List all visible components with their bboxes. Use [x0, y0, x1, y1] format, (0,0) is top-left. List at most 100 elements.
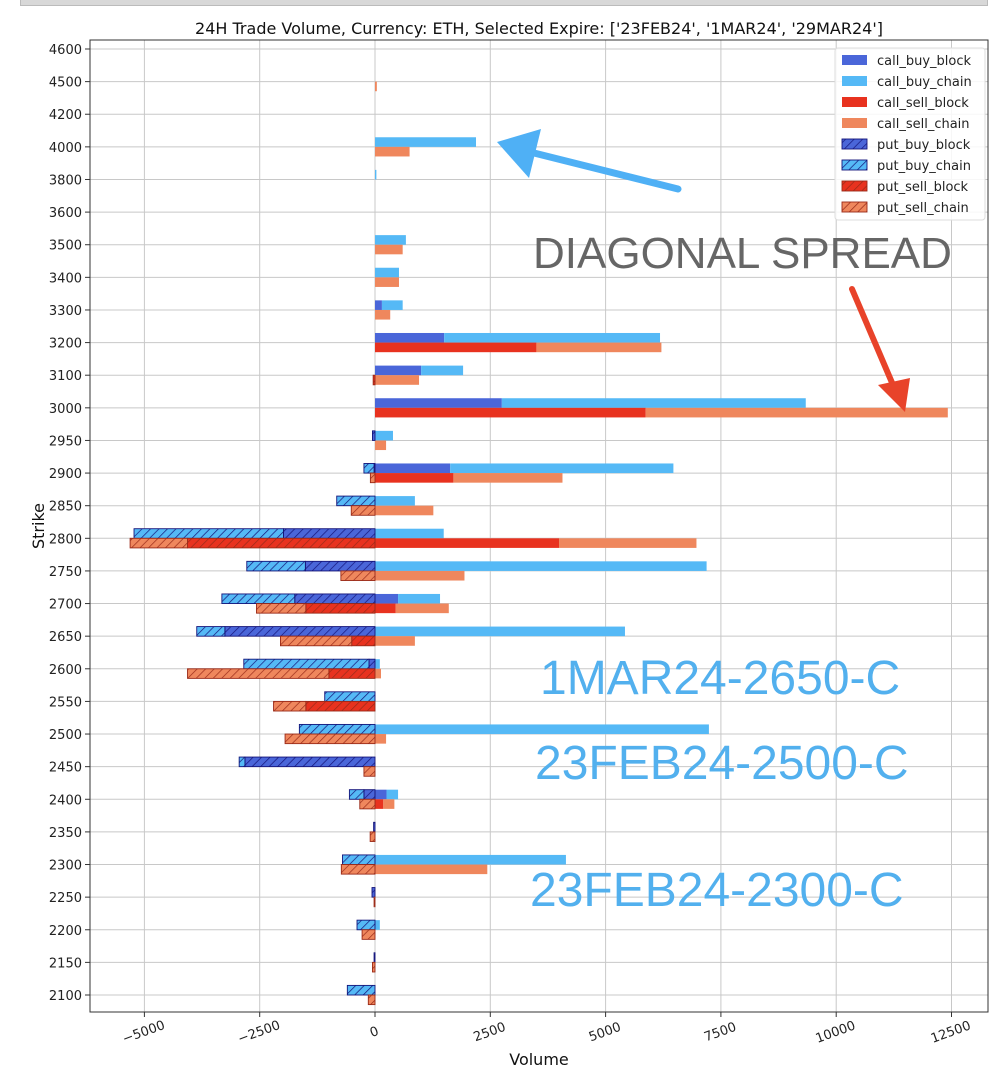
- bar-call-buy-chain: [375, 169, 377, 180]
- bar-put-sell-chain: [284, 733, 376, 745]
- bar-put-buy-chain: [196, 626, 226, 637]
- bar-call-buy-block: [375, 593, 399, 604]
- x-tick-label: 12500: [929, 1018, 973, 1046]
- bar-put-sell-chain: [369, 831, 376, 842]
- bar-call-buy-block: [375, 398, 502, 408]
- y-tick-label: 2600: [49, 663, 82, 678]
- bar-call-sell-chain: [375, 734, 387, 744]
- bar-put-buy-chain: [238, 756, 246, 768]
- bar-call-sell-block: [375, 538, 560, 548]
- y-tick-label: 3500: [49, 239, 82, 254]
- bar-call-sell-chain: [645, 407, 948, 418]
- plot-frame: [89, 39, 989, 1013]
- y-tick-label: 4500: [49, 76, 82, 91]
- bar-put-buy-chain: [133, 528, 284, 539]
- bar-put-buy-chain: [246, 560, 306, 572]
- bar-put-sell-chain: [361, 929, 376, 940]
- annotation-1mar24-2650-c: 1MAR24-2650-C: [540, 652, 900, 705]
- y-tick-label: 2450: [49, 761, 82, 776]
- bar-call-sell-chain: [375, 244, 403, 255]
- bar-put-sell-chain: [359, 798, 376, 810]
- x-ticks: −5000 −2500 0 2500 5000 7500 10000 12500: [121, 1012, 973, 1047]
- bar-call-sell-chain: [536, 342, 662, 353]
- bar-call-buy-chain: [386, 789, 399, 800]
- bar-put-buy-chain: [356, 919, 376, 931]
- bar-call-buy-chain: [375, 235, 406, 245]
- bar-call-sell-chain: [453, 473, 563, 483]
- bar-call-sell-block: [375, 603, 396, 614]
- x-tick-label: 10000: [814, 1018, 858, 1046]
- legend-swatch-call-sell-block: [842, 97, 867, 107]
- bar-put-sell-chain: [256, 603, 307, 614]
- y-tick-label: 2850: [49, 500, 82, 515]
- legend-label: call_buy_block: [877, 54, 971, 69]
- bar-put-sell-block: [328, 668, 376, 679]
- y-tick-label: 3800: [49, 173, 82, 188]
- y-tick-label: 3400: [49, 271, 82, 286]
- bar-put-buy-block: [244, 756, 376, 768]
- x-tick-label: 0: [368, 1024, 381, 1041]
- legend-swatch-call-sell-chain: [842, 118, 867, 128]
- bar-call-sell-chain: [375, 505, 434, 516]
- bar-call-buy-chain: [501, 398, 806, 408]
- y-tick-label: 2500: [49, 728, 82, 743]
- legend-swatch-call-buy-chain: [842, 76, 867, 86]
- bar-put-buy-chain: [348, 789, 365, 800]
- bar-call-buy-chain: [375, 267, 399, 278]
- bar-call-buy-chain: [421, 365, 464, 376]
- bar-put-sell-chain: [187, 668, 330, 679]
- bar-put-sell-chain: [340, 864, 376, 875]
- y-ticks: 4600 4500 4200 4000 3800 3600 3500 3400 3300 3200…: [49, 43, 90, 1004]
- bar-call-sell-chain: [375, 277, 399, 287]
- legend: call_buy_block call_buy_chain call_sell_bl…: [834, 47, 986, 221]
- bar-put-buy-block: [304, 560, 376, 572]
- legend-swatch-put-sell-block: [841, 180, 868, 192]
- bar-put-buy-block: [372, 430, 376, 441]
- y-tick-label: 3600: [49, 206, 82, 221]
- bar-put-buy-chain: [336, 495, 376, 507]
- y-tick-label: 2700: [49, 598, 82, 613]
- bar-call-buy-block: [375, 332, 445, 343]
- y-tick-label: 2300: [49, 859, 82, 874]
- bar-call-sell-chain: [383, 799, 395, 809]
- bar-put-buy-block: [294, 593, 376, 605]
- bar-put-buy-chain: [243, 658, 370, 670]
- legend-label: put_buy_block: [877, 138, 971, 153]
- bar-call-buy-block: [375, 365, 422, 376]
- bar-call-buy-chain: [375, 854, 566, 865]
- y-tick-label: 3200: [49, 337, 82, 352]
- bar-call-buy-chain: [398, 593, 441, 604]
- annotation-23feb24-2500-c: 23FEB24-2500-C: [535, 737, 909, 790]
- bar-call-buy-chain: [375, 626, 625, 637]
- bar-call-buy-chain: [375, 528, 444, 539]
- bar-call-sell-chain: [375, 81, 377, 92]
- blue-arrow-icon: [497, 129, 682, 193]
- bar-put-sell-chain: [350, 505, 376, 516]
- bar-call-buy-block: [375, 789, 387, 800]
- bar-call-buy-chain: [375, 137, 477, 147]
- bar-call-buy-chain: [375, 659, 380, 669]
- bar-call-sell-chain: [375, 309, 391, 320]
- legend-swatch-call-buy-block: [842, 55, 867, 65]
- y-tick-label: 2800: [49, 532, 82, 547]
- bar-put-buy-chain: [324, 691, 376, 702]
- y-tick-label: 2250: [49, 891, 82, 906]
- bar-put-sell-chain: [340, 570, 376, 581]
- bar-call-sell-block: [375, 799, 384, 809]
- x-tick-label: 7500: [702, 1020, 738, 1045]
- bar-put-buy-block: [371, 887, 376, 898]
- legend-label: call_buy_chain: [877, 75, 972, 90]
- bar-call-buy-chain: [375, 496, 415, 506]
- x-tick-label: −5000: [121, 1018, 167, 1047]
- y-tick-label: 2750: [49, 565, 82, 580]
- bar-call-sell-chain: [375, 440, 387, 451]
- y-tick-label: 3000: [49, 402, 82, 417]
- legend-label: put_sell_block: [877, 180, 969, 195]
- bar-put-sell-block: [305, 700, 376, 712]
- bar-put-sell-chain: [273, 700, 307, 712]
- bar-call-sell-chain: [375, 668, 381, 679]
- bar-call-sell-block: [375, 342, 537, 353]
- bar-put-buy-chain: [221, 593, 296, 605]
- y-axis-label: Strike: [29, 503, 48, 549]
- y-tick-label: 3100: [49, 369, 82, 384]
